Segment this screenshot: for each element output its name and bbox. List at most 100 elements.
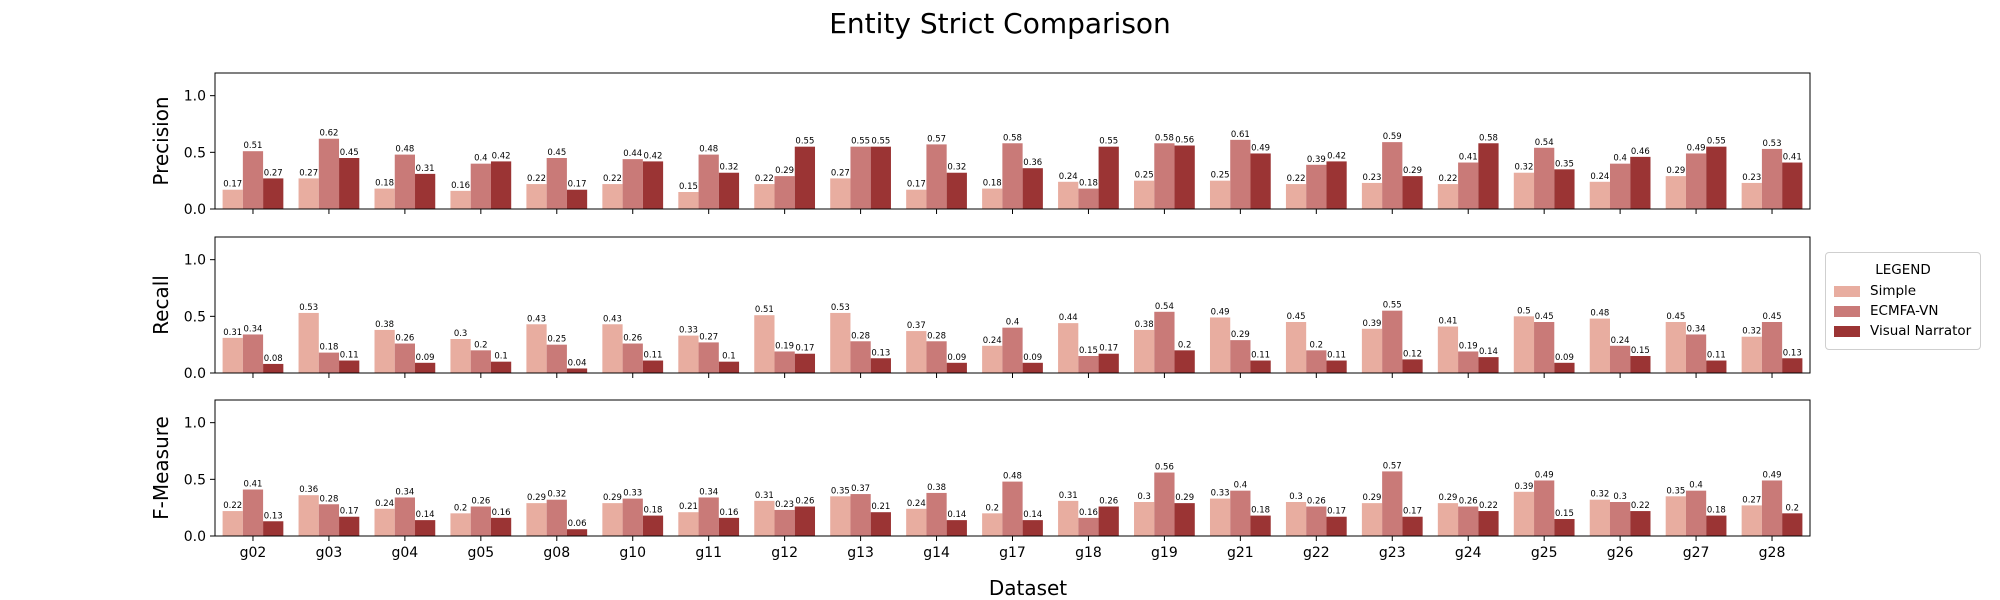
value-label: 0.33: [623, 489, 642, 499]
bar: [1402, 359, 1423, 373]
y-axis-label: Recall: [149, 275, 173, 335]
value-label: 0.53: [831, 303, 850, 313]
value-label: 0.15: [1555, 509, 1574, 519]
value-label: 0.29: [1363, 493, 1382, 503]
value-label: 0.44: [623, 149, 642, 159]
value-label: 0.15: [1631, 346, 1650, 356]
value-label: 0.53: [1763, 139, 1782, 149]
bar: [678, 512, 699, 536]
bar: [374, 508, 395, 536]
value-label: 0.17: [1327, 507, 1346, 517]
bar: [1589, 318, 1610, 373]
bar: [754, 315, 775, 373]
bar: [1382, 310, 1403, 373]
bar: [1478, 357, 1499, 373]
bar: [1022, 362, 1043, 373]
bar: [415, 520, 436, 536]
value-label: 0.32: [719, 163, 738, 173]
value-label: 0.48: [699, 145, 718, 155]
value-label: 0.48: [1003, 472, 1022, 482]
bar: [1002, 327, 1023, 373]
bar: [1665, 496, 1686, 536]
value-label: 0.1: [494, 352, 508, 362]
y-tick-label: 0.0: [184, 529, 206, 545]
bar: [1685, 334, 1707, 373]
bar: [1458, 506, 1479, 536]
bar: [263, 521, 284, 536]
value-label: 0.24: [1590, 172, 1609, 182]
bar: [526, 503, 547, 536]
y-tick-label: 0.0: [184, 202, 206, 218]
value-label: 0.3: [1613, 492, 1627, 502]
bar: [1002, 481, 1023, 536]
value-label: 0.26: [623, 334, 642, 344]
value-label: 0.27: [699, 332, 718, 342]
value-label: 0.43: [603, 314, 622, 324]
value-label: 0.45: [1763, 312, 1782, 322]
value-label: 0.24: [1611, 336, 1630, 346]
x-tick-label: g04: [392, 545, 419, 561]
value-label: 0.58: [1155, 133, 1174, 143]
bar: [1134, 502, 1155, 536]
value-label: 0.27: [1742, 495, 1761, 505]
value-label: 0.09: [416, 353, 435, 363]
bar: [1174, 503, 1195, 536]
value-label: 0.61: [1231, 130, 1250, 140]
bar: [794, 506, 816, 536]
bar: [1554, 362, 1575, 373]
bar: [1609, 502, 1631, 536]
bar: [1741, 336, 1762, 373]
bar: [1306, 164, 1327, 209]
value-label: 0.22: [1631, 501, 1650, 511]
bar: [242, 151, 264, 209]
bar: [263, 178, 284, 209]
bar: [1230, 340, 1251, 373]
panel-f-measure: 0.220.360.24 0.20.29 0.290.210.31 0.350.24 0…: [149, 399, 1811, 561]
value-label: 0.58: [1003, 133, 1022, 143]
bar: [906, 189, 927, 209]
bar: [754, 184, 775, 209]
value-label: 0.41: [244, 480, 263, 490]
bar: [1058, 500, 1079, 536]
value-label: 0.09: [1555, 353, 1574, 363]
bar: [298, 312, 319, 373]
bar: [1706, 360, 1727, 373]
value-label: 0.24: [907, 499, 926, 509]
bar: [830, 178, 851, 209]
bar: [450, 190, 471, 209]
value-label: 0.33: [679, 326, 698, 336]
value-label: 0.32: [1742, 327, 1761, 337]
x-tick-label: g27: [1683, 545, 1710, 561]
bar: [870, 358, 891, 373]
value-label: 0.38: [927, 483, 946, 493]
x-axis-label: Dataset: [989, 576, 1067, 600]
value-label: 0.3: [1289, 492, 1303, 502]
bar: [926, 341, 947, 373]
value-label: 0.31: [1059, 491, 1078, 501]
value-label: 0.2: [1178, 340, 1192, 350]
value-label: 0.13: [871, 348, 890, 358]
x-tick-label: g02: [240, 545, 267, 561]
bar: [374, 329, 395, 373]
value-label: 0.25: [1211, 171, 1230, 181]
x-tick-label: g05: [467, 545, 494, 561]
bar: [1589, 181, 1610, 209]
bar: [1513, 172, 1535, 209]
bar: [1361, 503, 1383, 536]
value-label: 0.18: [319, 343, 338, 353]
bar: [1326, 360, 1347, 373]
bar: [1630, 511, 1651, 536]
value-label: 0.14: [1479, 347, 1498, 357]
value-label: 0.18: [644, 506, 663, 516]
y-tick-label: 1.0: [184, 89, 206, 105]
value-label: 0.29: [527, 493, 546, 503]
bar: [1002, 143, 1023, 209]
value-label: 0.26: [1307, 497, 1326, 507]
value-label: 0.2: [1786, 503, 1800, 513]
value-label: 0.42: [644, 151, 663, 161]
legend-label-visual-narrator: Visual Narrator: [1870, 323, 1972, 339]
value-label: 0.29: [1438, 493, 1457, 503]
value-label: 0.49: [1211, 307, 1230, 317]
value-label: 0.34: [699, 487, 718, 497]
value-label: 0.48: [1590, 309, 1609, 319]
